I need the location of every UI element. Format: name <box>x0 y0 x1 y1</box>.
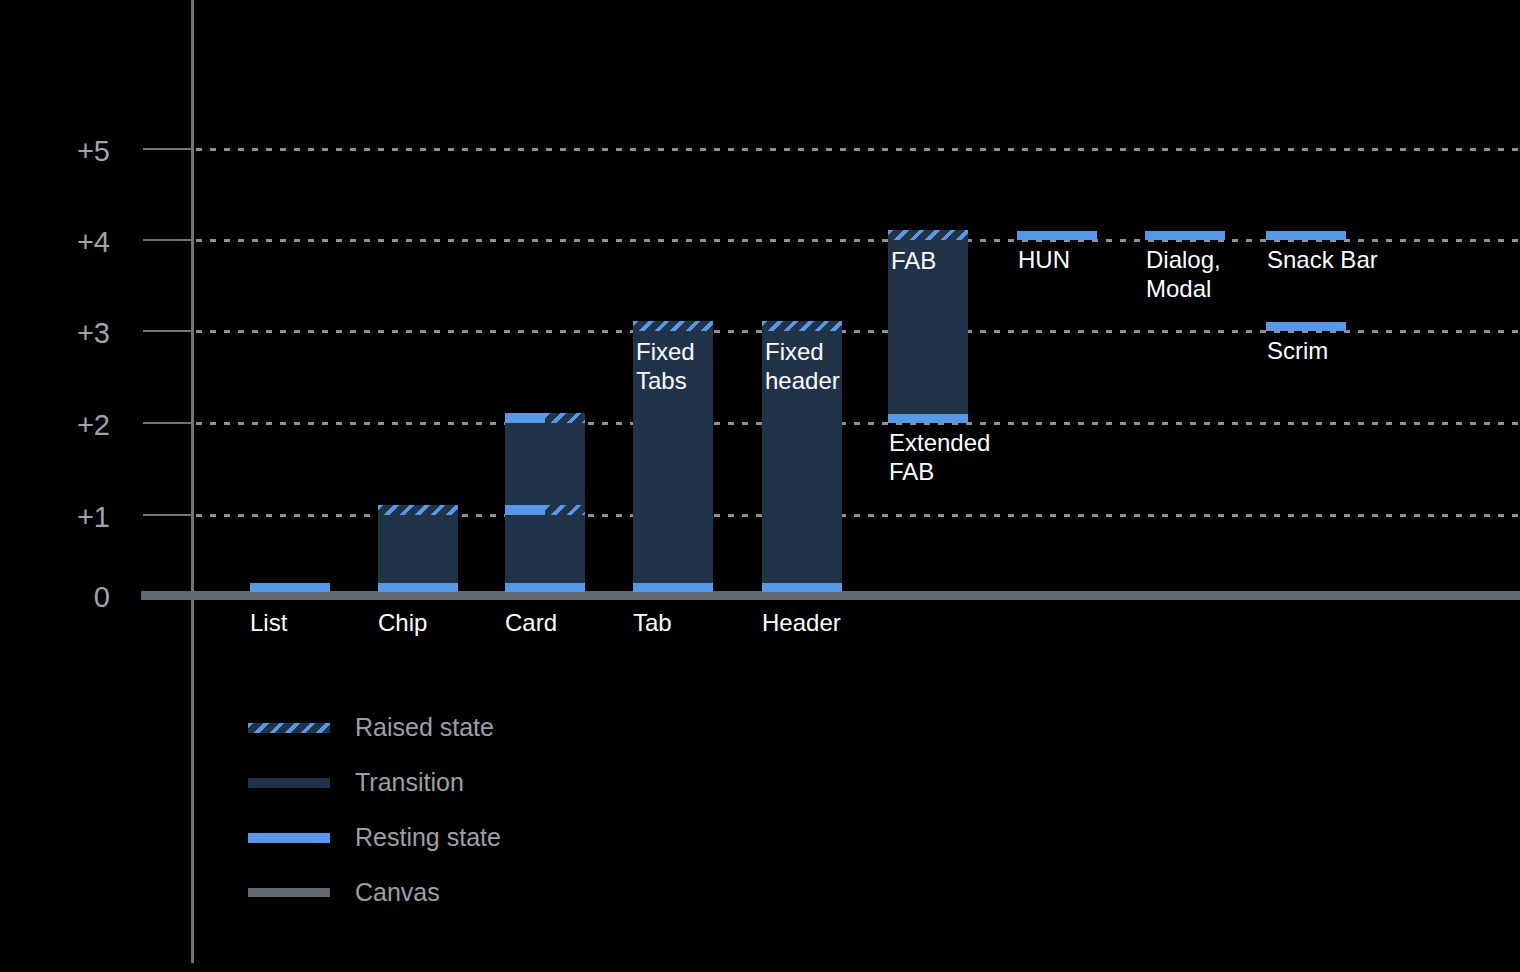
bar-label-list: List <box>250 608 287 637</box>
bar-label-line: FAB <box>891 246 936 275</box>
segment-resting-state <box>762 583 842 592</box>
resting-swatch <box>248 833 330 843</box>
y-tick-label: +4 <box>30 225 110 259</box>
legend-label-resting-state: Resting state <box>355 823 501 852</box>
segment-resting-state <box>1266 231 1346 240</box>
segment-resting-state <box>250 583 330 592</box>
canvas-swatch <box>248 888 330 897</box>
canvas-baseline <box>141 591 1520 600</box>
segment-resting-state <box>378 583 458 592</box>
segment-raised-state <box>762 321 842 331</box>
bar-label-line: FAB <box>889 457 990 486</box>
bar-label-tab: FixedTabs <box>636 337 695 395</box>
raised-swatch <box>248 723 330 733</box>
bar-label-line: Modal <box>1146 274 1221 303</box>
bar-label-line: Fixed <box>765 337 840 366</box>
bar-label-extended-fab: FAB <box>891 246 936 275</box>
segment-resting-state <box>888 414 968 423</box>
y-tick <box>143 422 193 424</box>
legend-label-transition: Transition <box>355 768 464 797</box>
segment-raised-state <box>545 505 585 515</box>
bar-label-line: Fixed <box>636 337 695 366</box>
bar-label-chip: Chip <box>378 608 427 637</box>
segment-resting-state <box>1145 231 1225 240</box>
segment-raised-state <box>378 505 458 515</box>
bar-label-line: HUN <box>1018 245 1070 274</box>
segment-resting-state <box>1266 322 1346 331</box>
bar-label-line: Header <box>762 608 841 637</box>
bar-label-scrim: Scrim <box>1267 336 1328 365</box>
legend-item-raised-state: Raised state <box>248 700 501 755</box>
legend-item-resting-state: Resting state <box>248 810 501 865</box>
segment-raised-state <box>545 413 585 423</box>
bar-label-tab: Tab <box>633 608 672 637</box>
bar-label-line: header <box>765 366 840 395</box>
legend-label-raised-state: Raised state <box>355 713 494 742</box>
y-tick-label: +5 <box>30 134 110 168</box>
segment-transition <box>378 515 458 583</box>
gridline-level-5 <box>196 148 1520 151</box>
bar-label-snack-bar: Snack Bar <box>1267 245 1378 274</box>
segment-resting-state <box>505 505 545 515</box>
segment-resting-state <box>633 583 713 592</box>
transition-swatch <box>248 778 330 788</box>
bar-label-header: Fixedheader <box>765 337 840 395</box>
segment-resting-state <box>1017 231 1097 240</box>
bar-label-card: Card <box>505 608 557 637</box>
bar-label-line: Extended <box>889 428 990 457</box>
bar-label-line: Tabs <box>636 366 695 395</box>
gridline-level-2 <box>196 422 1520 425</box>
bar-label-line: Dialog, <box>1146 245 1221 274</box>
segment-transition <box>505 423 585 506</box>
segment-resting-state <box>505 583 585 592</box>
segment-raised-state <box>888 230 968 240</box>
y-axis-line <box>191 0 194 963</box>
y-tick-label: 0 <box>30 580 110 614</box>
y-tick-label: +2 <box>30 408 110 442</box>
segment-resting-state <box>505 413 545 423</box>
segment-raised-state <box>633 321 713 331</box>
bar-label-hun: HUN <box>1018 245 1070 274</box>
bar-label-extended-fab: ExtendedFAB <box>889 428 990 486</box>
y-tick-label: +1 <box>30 500 110 534</box>
bar-label-line: Tab <box>633 608 672 637</box>
y-tick-label: +3 <box>30 316 110 350</box>
elevation-chart: +5+4+3+2+10 ListChipCardTabFixedTabsHead… <box>0 0 1520 972</box>
segment-transition <box>505 515 585 583</box>
y-tick <box>143 514 193 516</box>
legend-item-transition: Transition <box>248 755 501 810</box>
y-tick <box>143 148 193 150</box>
legend-item-canvas: Canvas <box>248 865 501 920</box>
bar-label-dialog-modal: Dialog,Modal <box>1146 245 1221 303</box>
legend-label-canvas: Canvas <box>355 878 440 907</box>
segment-resting-raised <box>505 413 585 423</box>
bar-label-line: Card <box>505 608 557 637</box>
bar-label-header: Header <box>762 608 841 637</box>
bar-label-line: Chip <box>378 608 427 637</box>
segment-resting-raised <box>505 505 585 515</box>
bar-label-line: Scrim <box>1267 336 1328 365</box>
legend: Raised state Transition Resting state Canva… <box>248 700 501 920</box>
y-tick <box>143 330 193 332</box>
y-tick <box>143 239 193 241</box>
bar-label-line: List <box>250 608 287 637</box>
bar-label-line: Snack Bar <box>1267 245 1378 274</box>
